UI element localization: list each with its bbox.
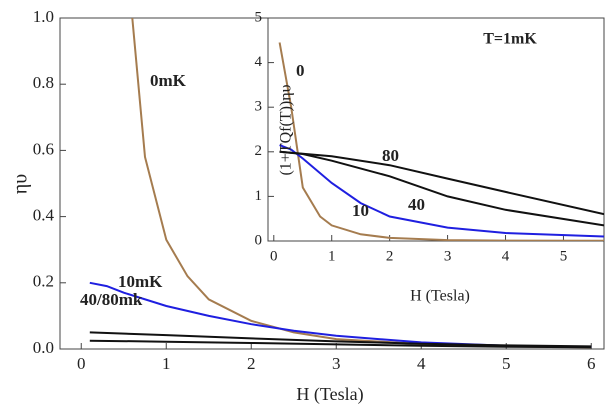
x-tick-label: 2 (247, 354, 256, 373)
y-axis-label: (1+TQf(T))ηυ (278, 84, 295, 175)
series-line (89, 331, 592, 348)
chart: 0 1 2 3 4 5 0 1 2 3 4 5 H (Tesla) (1+TQf(T))ηυ T=1mK 0 8… (255, 9, 605, 305)
series-line (279, 150, 604, 216)
x-tick-label: 3 (444, 248, 452, 264)
x-tick-label: 1 (162, 354, 171, 373)
series-line (278, 42, 604, 241)
plot-area (267, 17, 605, 242)
chart-title: T=1mK (483, 31, 537, 48)
x-tick-label: 0 (77, 354, 86, 373)
x-tick-label: 4 (417, 354, 426, 373)
y-tick-label: 3 (255, 99, 263, 115)
x-axis-label: H (Tesla) (296, 384, 363, 405)
y-tick-label: 5 (255, 9, 263, 25)
annotation: 0 (296, 61, 305, 80)
x-tick-label: 6 (587, 354, 596, 373)
x-tick-label: 4 (502, 248, 510, 264)
annotation: 40 (408, 195, 425, 214)
annotation: 10 (352, 201, 369, 220)
x-axis-label: H (Tesla) (410, 288, 470, 305)
x-tick-label: 1 (328, 248, 336, 264)
y-axis-label: ηυ (10, 174, 32, 194)
annotation: 80 (382, 146, 399, 165)
lines (278, 42, 604, 241)
x-tick-label: 2 (386, 248, 394, 264)
x-tick-label: 5 (560, 248, 568, 264)
y-tick-label: 0.0 (33, 338, 54, 357)
y-tick-label: 0 (255, 232, 263, 248)
series-line (89, 339, 592, 349)
y-tick-label: 2 (255, 143, 263, 159)
annotation: 10mK (118, 272, 163, 291)
annotation: 40/80mk (80, 290, 143, 309)
x-tick-label: 5 (502, 354, 511, 373)
lines (89, 18, 592, 349)
y-tick-label: 1.0 (33, 7, 54, 26)
y-tick-label: 1 (255, 188, 263, 204)
y-tick-label: 0.8 (33, 73, 54, 92)
annotation: 0mK (150, 71, 187, 90)
y-tick-label: 4 (255, 54, 263, 70)
x-tick-label: 0 (270, 248, 278, 264)
x-tick-label: 3 (332, 354, 341, 373)
y-tick-label: 0.6 (33, 139, 54, 158)
y-tick-label: 0.4 (33, 206, 55, 225)
y-tick-label: 0.2 (33, 272, 54, 291)
